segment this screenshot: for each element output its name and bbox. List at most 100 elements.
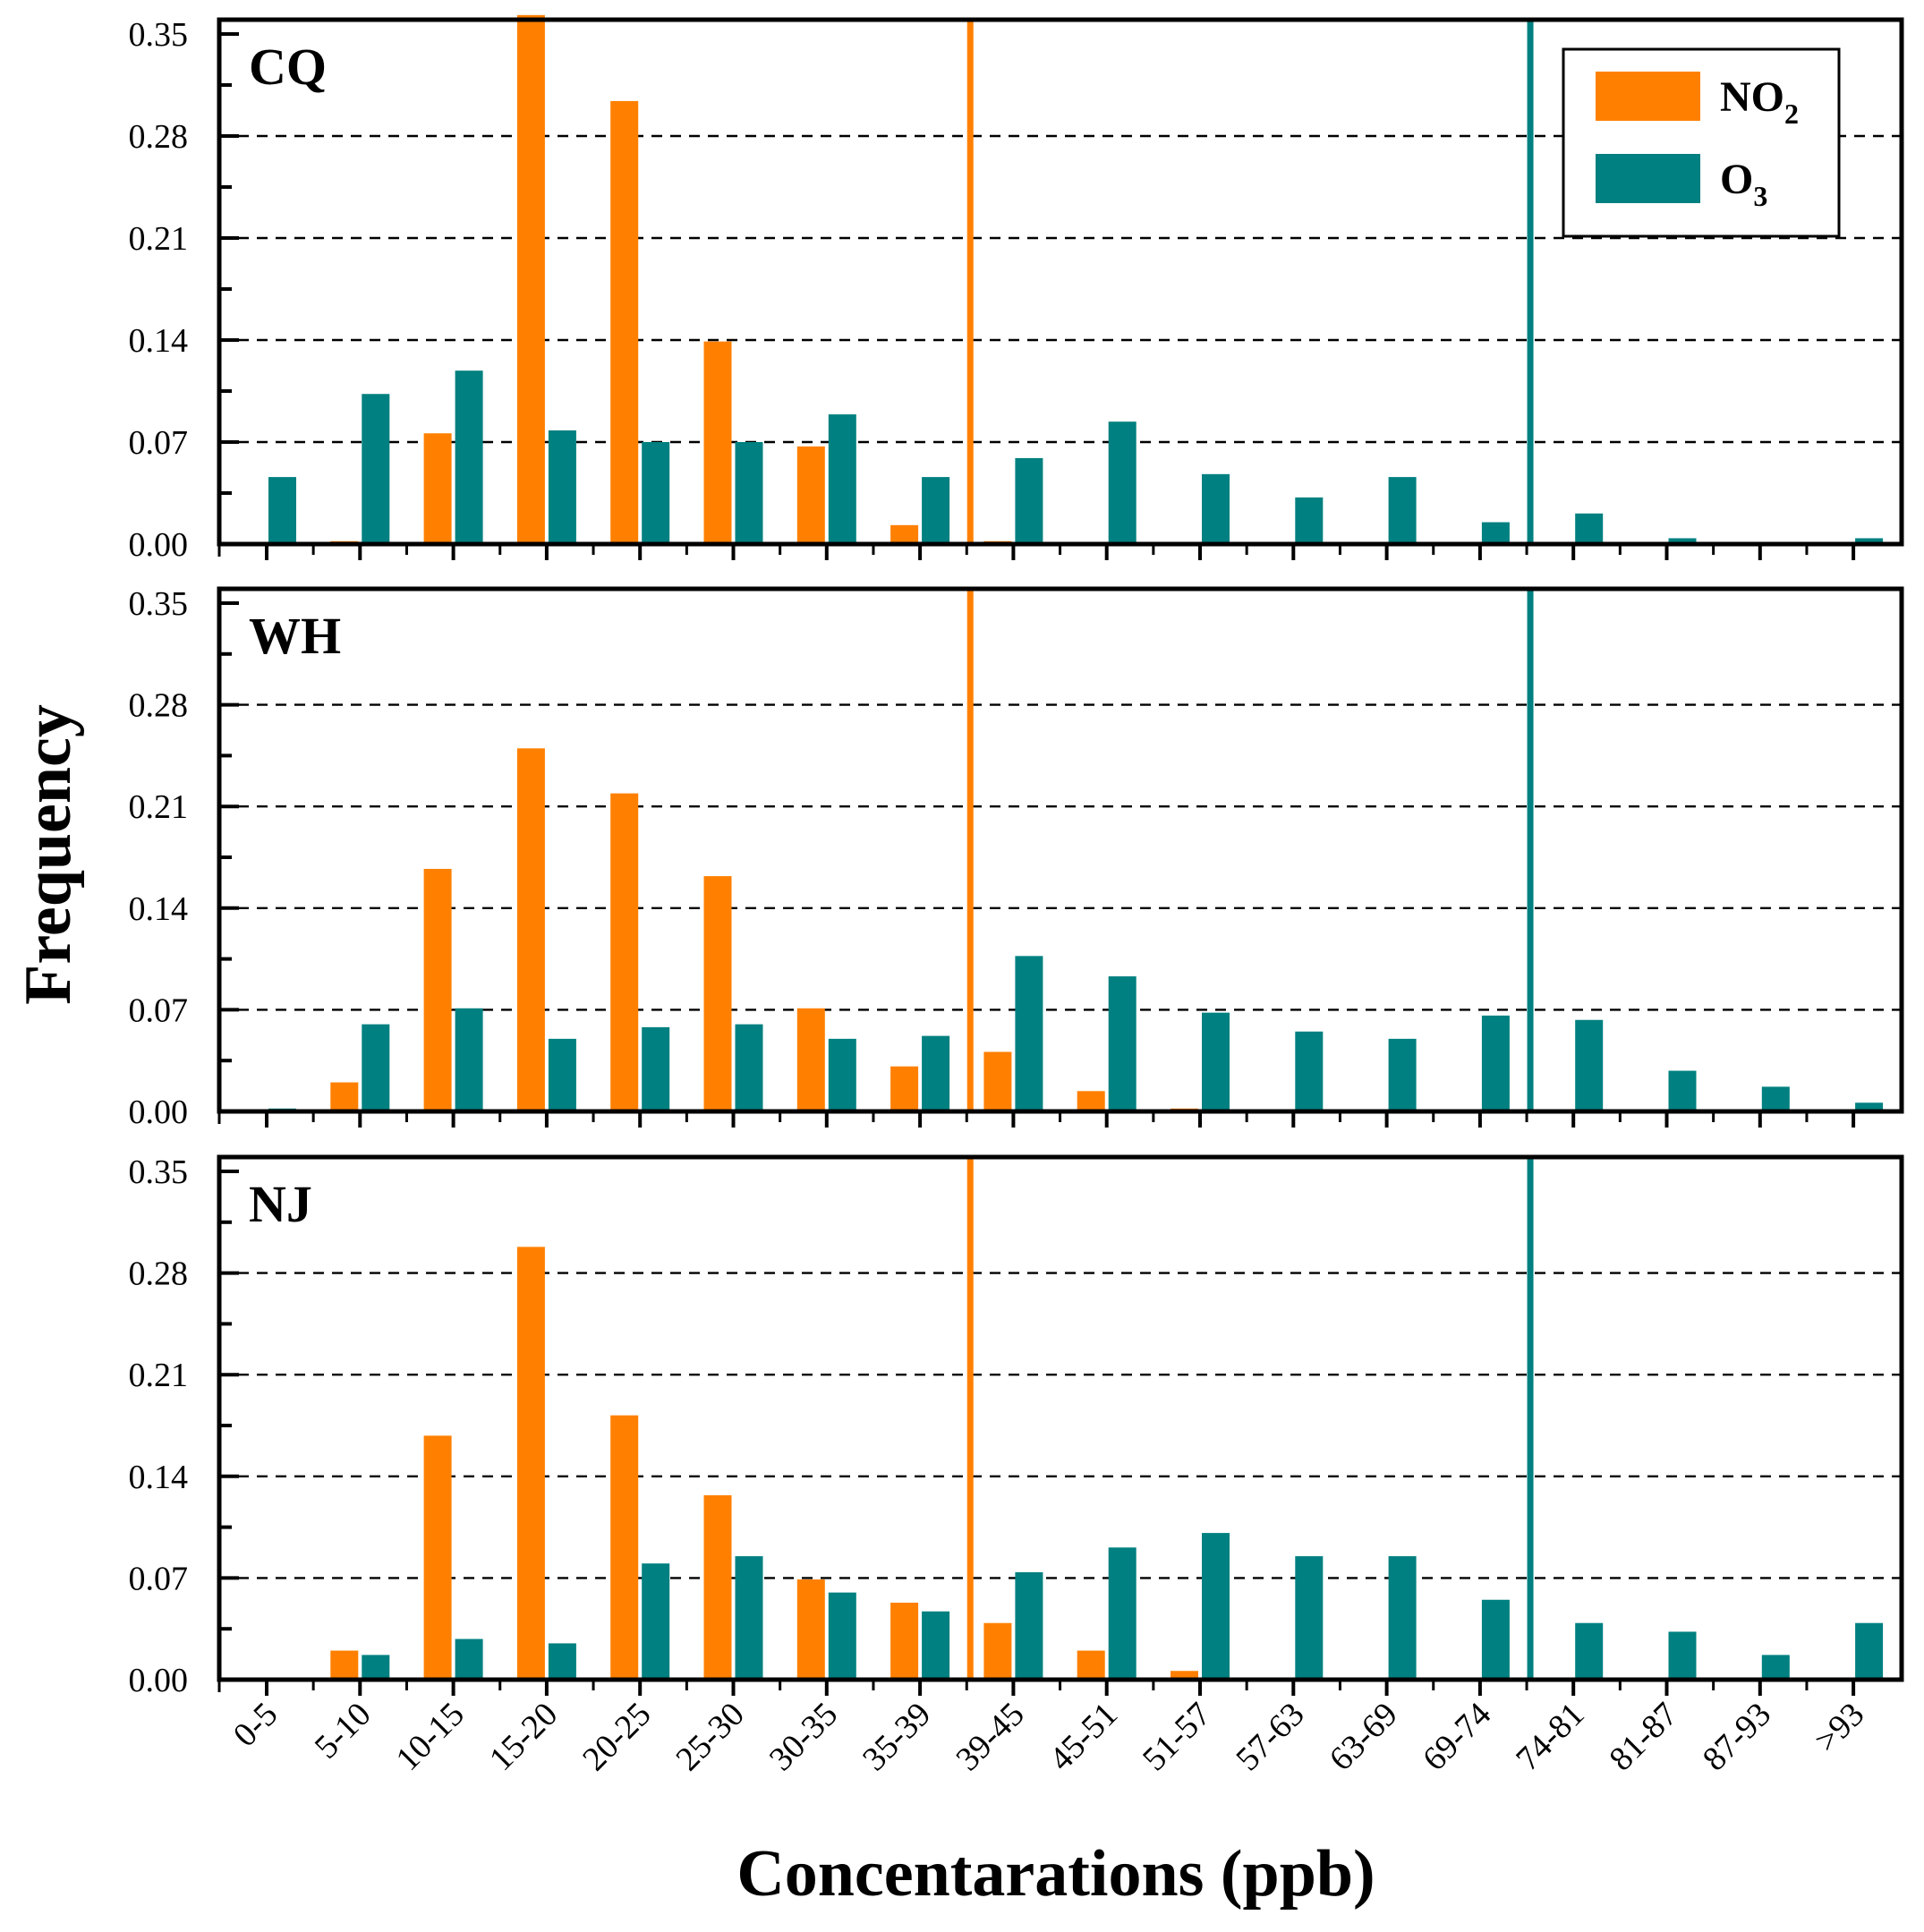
bar-o3-cq-13 <box>1481 522 1510 544</box>
panels-group: 0.000.070.140.210.280.35CQ0.000.070.140.… <box>129 14 1904 1699</box>
x-tick-label: 25-30 <box>668 1696 751 1778</box>
bar-no2-wh-7 <box>890 1066 919 1111</box>
x-tick-label: 69-74 <box>1416 1696 1498 1778</box>
bar-o3-wh-12 <box>1388 1038 1417 1111</box>
bar-o3-nj-16 <box>1761 1655 1790 1680</box>
panel-cq: 0.00 0.07 0.14 0.21 0.28 0.35 CQ <box>129 14 1904 564</box>
bar-o3-cq-7 <box>922 477 950 544</box>
bar-o3-wh-7 <box>922 1035 950 1111</box>
bar-o3-nj-9 <box>1108 1547 1137 1680</box>
y-tick-label: 0.21 <box>129 1357 189 1394</box>
x-tick-label: 57-63 <box>1229 1696 1311 1778</box>
y-tick-label: 0.21 <box>129 220 189 258</box>
bar-no2-nj-1 <box>330 1650 359 1680</box>
bar-o3-cq-10 <box>1202 473 1230 544</box>
bar-o3-nj-5 <box>735 1556 763 1680</box>
bar-o3-nj-1 <box>362 1655 390 1680</box>
x-tick-label: 20-25 <box>575 1696 658 1778</box>
bar-o3-wh-6 <box>828 1038 856 1111</box>
panel-label: NJ <box>249 1175 312 1233</box>
bar-o3-wh-13 <box>1481 1015 1510 1111</box>
bar-o3-cq-6 <box>828 414 856 544</box>
bar-o3-nj-10 <box>1202 1533 1230 1680</box>
bar-o3-cq-1 <box>362 394 390 544</box>
x-tick-label: 15-20 <box>482 1696 565 1778</box>
y-tick-label: 0.00 <box>129 526 189 564</box>
bar-o3-wh-3 <box>548 1038 576 1111</box>
bar-o3-nj-14 <box>1575 1622 1604 1680</box>
bar-o3-wh-8 <box>1015 956 1043 1111</box>
bar-o3-wh-2 <box>455 1008 483 1111</box>
bar-o3-cq-14 <box>1575 513 1604 544</box>
x-tick-label: 63-69 <box>1323 1696 1405 1778</box>
bar-o3-nj-17 <box>1855 1622 1884 1680</box>
bar-o3-cq-11 <box>1295 497 1324 544</box>
y-tick-label: 0.35 <box>129 1153 189 1191</box>
bar-o3-cq-4 <box>642 442 670 544</box>
bar-o3-wh-9 <box>1108 976 1137 1111</box>
bar-o3-cq-17 <box>1855 538 1884 544</box>
bar-o3-wh-1 <box>362 1024 390 1111</box>
bar-o3-wh-11 <box>1295 1031 1324 1111</box>
bar-o3-wh-16 <box>1761 1086 1790 1111</box>
bar-no2-wh-5 <box>703 876 732 1111</box>
bar-o3-cq-12 <box>1388 477 1417 544</box>
bar-o3-cq-9 <box>1108 421 1137 544</box>
bar-no2-wh-9 <box>1077 1091 1105 1111</box>
bar-o3-wh-10 <box>1202 1012 1230 1111</box>
legend-label-o3: O3 <box>1720 156 1767 212</box>
bar-o3-wh-17 <box>1855 1102 1884 1111</box>
y-tick-label: 0.21 <box>129 788 189 826</box>
bar-o3-nj-8 <box>1015 1571 1043 1680</box>
bar-o3-cq-5 <box>735 442 763 544</box>
bar-no2-wh-4 <box>610 793 639 1111</box>
x-tick-label: >93 <box>1808 1696 1872 1760</box>
panel-label: CQ <box>249 38 327 96</box>
bar-no2-cq-3 <box>516 14 545 545</box>
y-tick-label: 0.07 <box>129 424 189 462</box>
bar-o3-nj-2 <box>455 1638 483 1680</box>
bar-o3-cq-2 <box>455 370 483 544</box>
x-axis-title: Concentarations (ppb) <box>736 1837 1375 1911</box>
bar-no2-nj-10 <box>1171 1671 1198 1680</box>
bar-no2-nj-4 <box>610 1415 639 1680</box>
bar-no2-cq-7 <box>890 524 919 544</box>
bar-no2-nj-2 <box>423 1435 452 1680</box>
x-tick-label: 45-51 <box>1043 1696 1125 1778</box>
x-tick-label: 0-5 <box>226 1696 285 1755</box>
bar-no2-nj-8 <box>983 1622 1012 1680</box>
legend-label-no2: NO2 <box>1720 73 1799 130</box>
y-tick-label: 0.00 <box>129 1094 189 1131</box>
bar-no2-cq-4 <box>610 100 639 545</box>
bar-o3-nj-4 <box>642 1563 670 1680</box>
bar-no2-nj-9 <box>1077 1650 1105 1680</box>
plot-frame <box>217 1154 1904 1682</box>
bar-o3-wh-4 <box>642 1026 670 1111</box>
y-tick-label: 0.35 <box>129 16 189 54</box>
bar-o3-nj-3 <box>548 1643 576 1680</box>
x-tick-label: 35-39 <box>856 1696 938 1778</box>
bar-o3-cq-3 <box>548 430 576 544</box>
bar-no2-nj-5 <box>703 1494 732 1680</box>
y-tick-label: 0.14 <box>129 322 189 360</box>
x-tick-label: 87-93 <box>1696 1696 1778 1778</box>
y-tick-label: 0.07 <box>129 1560 189 1597</box>
bar-no2-cq-6 <box>796 446 825 544</box>
bar-o3-cq-15 <box>1668 538 1697 544</box>
legend-swatch-o3 <box>1596 154 1700 203</box>
y-tick-label: 0.28 <box>129 687 189 725</box>
y-tick-label: 0.28 <box>129 1255 189 1293</box>
x-tick-labels: 0-5 5-10 10-15 15-20 20-25 25-30 30-35 35-39 39-… <box>226 1696 1872 1778</box>
y-axis-title: Frequency <box>12 704 85 1005</box>
bar-no2-wh-6 <box>796 1008 825 1111</box>
bar-o3-nj-12 <box>1388 1556 1417 1680</box>
bar-o3-cq-0 <box>268 477 296 544</box>
x-tick-label: 74-81 <box>1509 1696 1591 1778</box>
bar-no2-wh-3 <box>516 748 545 1111</box>
bar-o3-wh-5 <box>735 1024 763 1111</box>
x-tick-label: 39-45 <box>949 1696 1031 1778</box>
x-tick-label: 5-10 <box>308 1696 379 1766</box>
bar-o3-nj-15 <box>1668 1631 1697 1680</box>
bar-no2-nj-7 <box>890 1602 919 1680</box>
